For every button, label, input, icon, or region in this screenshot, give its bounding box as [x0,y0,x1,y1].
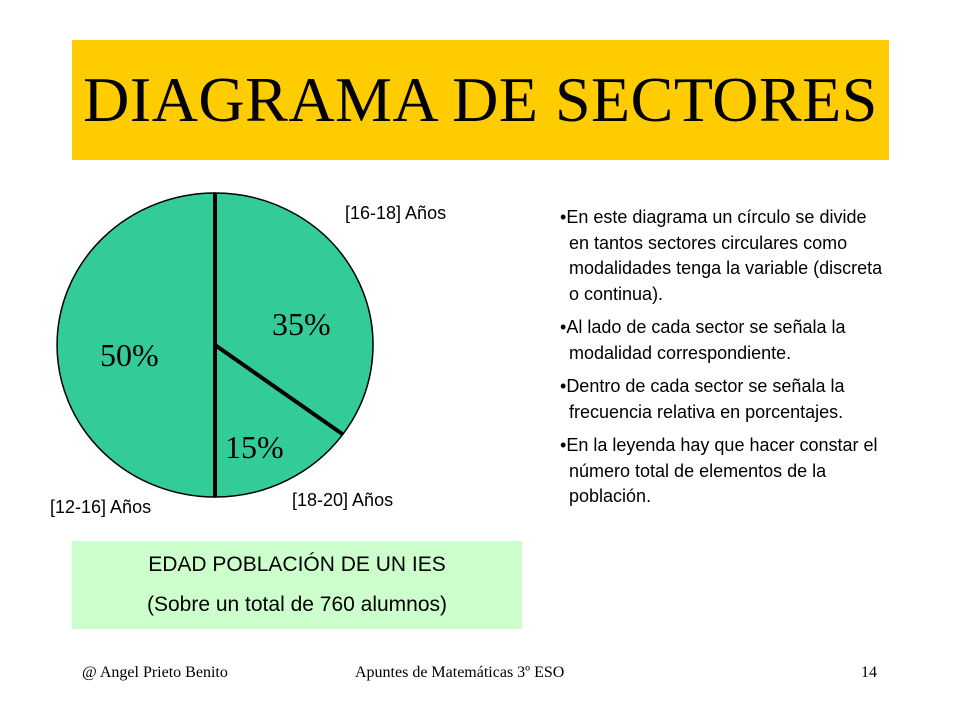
title-banner: DIAGRAMA DE SECTORES [72,40,889,160]
slide-title: DIAGRAMA DE SECTORES [83,64,878,135]
bullet-item: En este diagrama un círculo se divide en… [560,205,890,307]
bullet-item: Al lado de cada sector se señala la moda… [560,315,890,366]
slice-value-label-16-18: 35% [272,306,331,342]
pie-slice-16-18 [214,192,374,436]
legend-line-total: (Sobre un total de 760 alumnos) [146,593,448,616]
pie-slice-18-20 [214,343,344,498]
category-label-16-18: [16-18] Años [345,203,447,223]
footer-page-number: 14 [861,664,877,681]
category-label-18-20: [18-20] Años [292,490,394,510]
pie-slices [56,192,374,498]
explanation-list: En este diagrama un círculo se divide en… [560,205,890,518]
bullet-item: En la leyenda hay que hacer constar el n… [560,433,890,510]
category-label-12-16: [12-16] Años [50,497,152,517]
pie-divider-line [213,343,344,436]
slice-value-label-12-16: 50% [100,337,159,373]
legend-line-title: EDAD POBLACIÓN DE UN IES [148,553,446,576]
footer-course: Apuntes de Matemáticas 3º ESO [355,664,565,681]
pie-slice-12-16 [56,192,216,498]
footer-author: @ Angel Prieto Benito [82,664,228,681]
chart-legend: EDAD POBLACIÓN DE UN IES (Sobre un total… [72,541,522,629]
slice-value-label-18-20: 15% [225,429,284,465]
bullet-item: Dentro de cada sector se señala la frecu… [560,374,890,425]
pie-divider-lines [213,193,344,497]
